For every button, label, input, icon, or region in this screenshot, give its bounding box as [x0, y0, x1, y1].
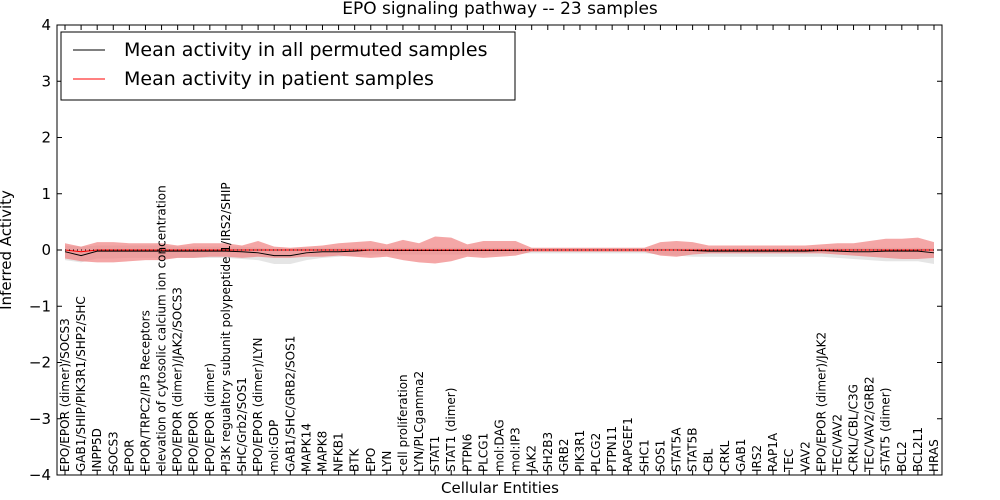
x-category-label: elevation of cytosolic calcium ion conce…	[155, 185, 169, 472]
x-category-label: STAT5A	[670, 427, 684, 472]
y-tick-label: 0	[41, 241, 51, 259]
y-tick-label: −1	[29, 297, 51, 315]
y-axis-ticks: −4 −3 −2 −1 0 1 2 3 4	[29, 16, 942, 484]
x-category-label: EPOR/TRPC2/IP3 Receptors	[138, 310, 152, 472]
y-tick-label: 1	[41, 185, 51, 203]
x-category-label: GAB1/SHC/GRB2/SOS1	[283, 336, 297, 472]
x-category-label: TEC/VAV2/GRB2	[863, 376, 877, 473]
permuted-mean-line	[64, 249, 935, 257]
x-category-label: VAV2	[798, 441, 812, 472]
y-tick-label: 3	[41, 72, 51, 90]
x-category-label: LYN/PLCgamma2	[412, 371, 426, 472]
x-axis-label: Cellular Entities	[441, 479, 559, 497]
x-category-label: EPO/EPOR (dimer)/SOCS3	[58, 318, 72, 472]
x-category-label: SOS1	[653, 440, 667, 472]
x-category-label: GAB1	[734, 439, 748, 472]
x-category-label: EPO/EPOR	[187, 411, 201, 472]
x-category-label: EPO/EPOR (dimer)/LYN	[251, 338, 265, 472]
x-category-label: STAT5 (dimer)	[879, 388, 893, 472]
x-category-label: STAT5B	[686, 428, 700, 473]
x-category-label: GRB2	[557, 438, 571, 472]
x-category-label: BTK	[348, 447, 362, 472]
x-category-label: PLCG2	[589, 433, 603, 472]
x-category-label: mol:GDP	[267, 420, 281, 472]
x-category-label: EPO/EPOR (dimer)/JAK2	[814, 332, 828, 472]
y-tick-label: −3	[29, 410, 51, 428]
legend-box	[60, 31, 516, 101]
x-category-label: RAPGEF1	[621, 417, 635, 472]
legend-label-patient: Mean activity in patient samples	[124, 68, 434, 90]
y-tick-label: −4	[29, 466, 51, 484]
y-tick-label: 4	[41, 16, 51, 34]
legend: Mean activity in all permuted samples Me…	[60, 31, 516, 101]
x-category-label: CRKL	[718, 440, 732, 472]
x-category-label: PTPN6	[460, 434, 474, 472]
x-category-label: RAP1A	[766, 432, 780, 472]
x-category-label: TEC/VAV2	[830, 414, 844, 473]
x-category-label: CBL	[702, 448, 716, 472]
y-tick-label: 2	[41, 129, 51, 147]
x-category-label: SHC1	[637, 439, 651, 472]
legend-label-permuted: Mean activity in all permuted samples	[124, 39, 487, 61]
x-category-label: EPO	[364, 448, 378, 472]
x-category-label: STAT1 (dimer)	[444, 388, 458, 472]
x-category-label: GAB1/SHIP/PIK3R1/SHP2/SHC	[74, 296, 88, 472]
y-axis-label: Inferred Activity	[0, 190, 15, 310]
x-category-label: PLCG1	[476, 433, 490, 472]
y-tick-label: −2	[29, 354, 51, 372]
x-category-label: SH2B3	[541, 432, 555, 472]
x-category-label: INPP5D	[90, 428, 104, 472]
x-category-label: MAPK14	[299, 423, 313, 472]
x-category-label: cell proliferation	[396, 374, 410, 472]
x-category-label: IRS2	[750, 445, 764, 472]
x-category-label: EPO/EPOR (dimer)	[203, 363, 217, 472]
x-category-label: MAPK8	[315, 431, 329, 472]
x-axis-ticks	[64, 25, 935, 475]
x-category-label: EPO/EPOR (dimer)/JAK2/SOCS3	[171, 287, 185, 472]
x-category-label: PIK3R1	[573, 430, 587, 472]
x-category-label: PI3K regualtory subunit polypeptide 1/IR…	[219, 182, 233, 472]
x-category-label: STAT1	[428, 436, 442, 472]
x-category-label: mol:IP3	[509, 427, 523, 472]
x-category-label: JAK2	[525, 445, 539, 473]
x-category-label: NFKB1	[332, 432, 346, 472]
x-category-label: LYN	[380, 451, 394, 472]
x-category-label: HRAS	[927, 439, 941, 472]
x-category-label: PTPN11	[605, 426, 619, 472]
series-lines	[57, 249, 942, 257]
x-category-label: mol:DAG	[493, 419, 507, 472]
x-category-label: TEC	[782, 449, 796, 473]
x-category-label: BCL2	[895, 441, 909, 472]
x-category-label: SOCS3	[106, 431, 120, 472]
x-category-label: CRKL/CBL/C3G	[847, 384, 861, 472]
x-category-label: SHC/Grb2/SOS1	[235, 377, 249, 472]
chart-title: EPO signaling pathway -- 23 samples	[342, 0, 658, 19]
x-axis-category-labels: EPO/EPOR (dimer)/SOCS3 GAB1/SHIP/PIK3R1/S…	[58, 182, 941, 473]
x-category-label: BCL2L1	[911, 427, 925, 472]
x-category-label: EPOR	[122, 439, 136, 472]
